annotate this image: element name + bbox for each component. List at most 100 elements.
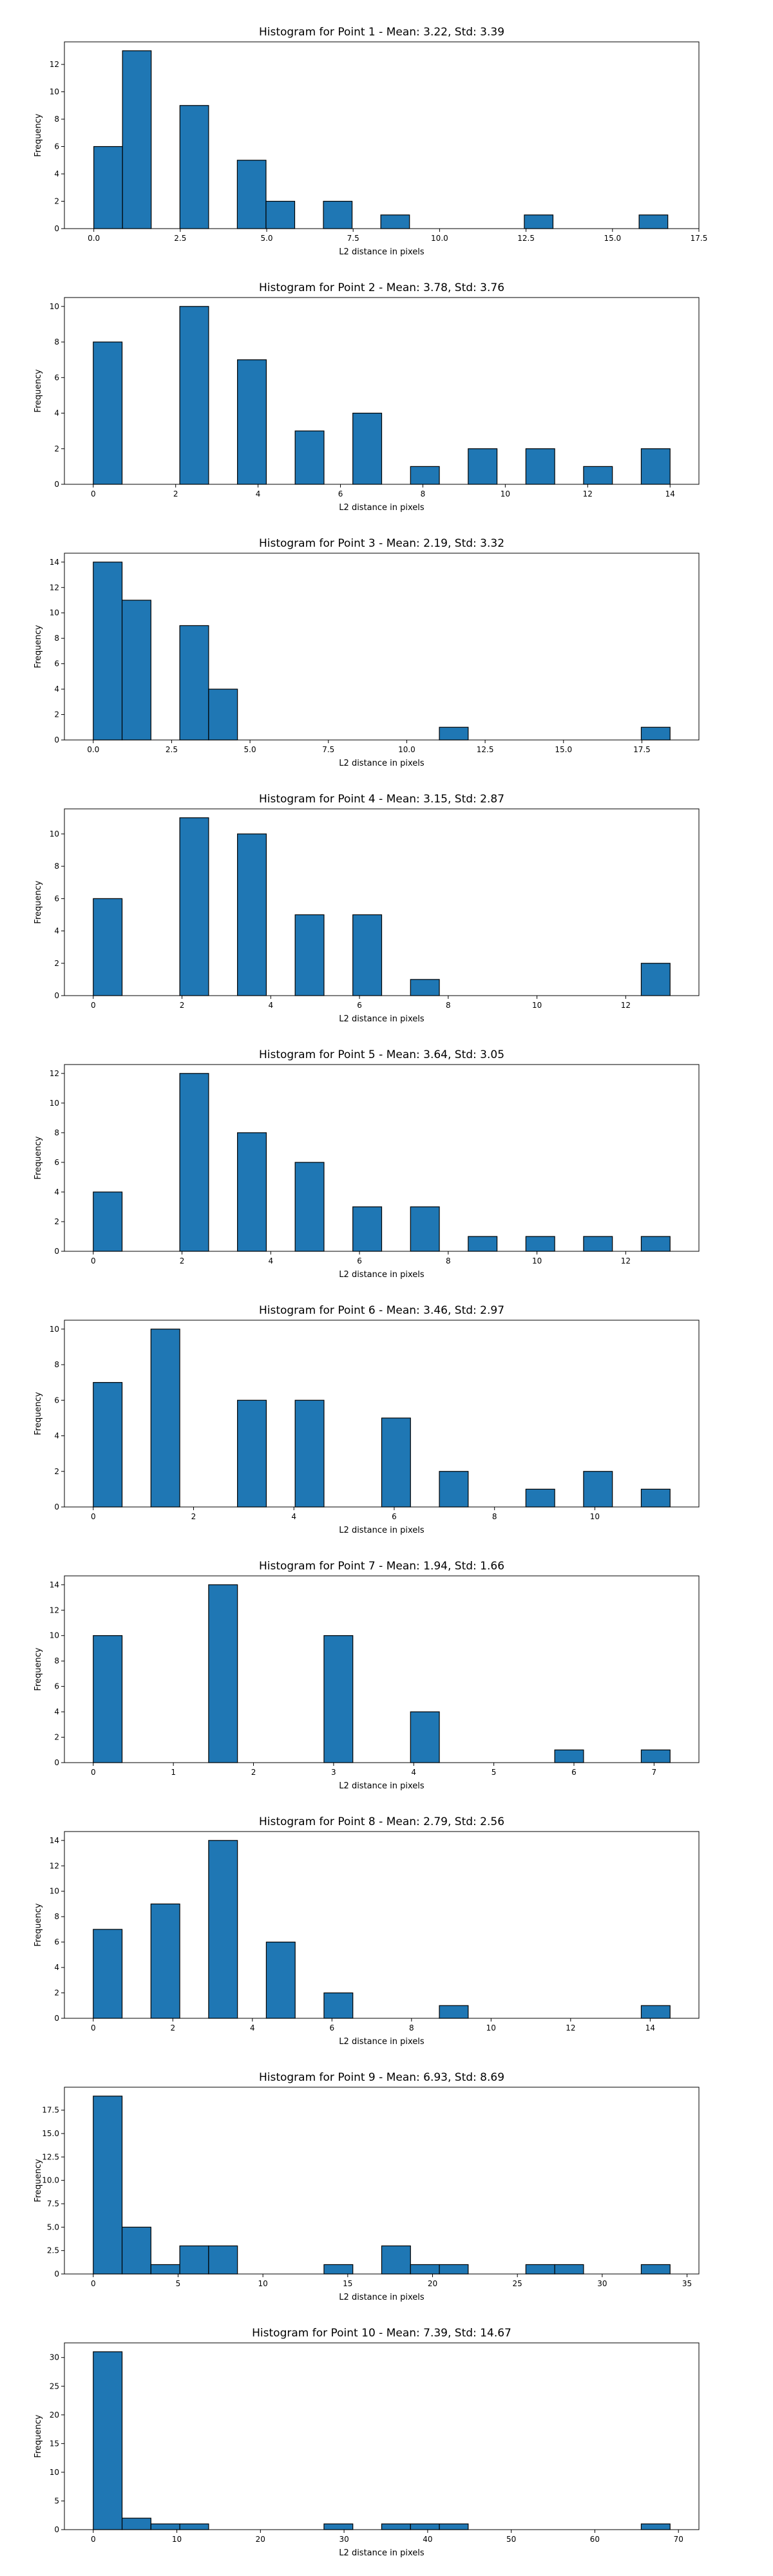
plot-frame (64, 297, 700, 485)
histogram-bar (121, 2226, 151, 2275)
chart-8: Histogram for Point 8 - Mean: 2.79, Std:… (33, 1815, 700, 2047)
chart-5: Histogram for Point 5 - Mean: 3.64, Std:… (33, 1048, 700, 1280)
histogram-bar (237, 359, 267, 485)
histogram-bar (439, 2523, 469, 2530)
x-tick-label: 8 (421, 489, 426, 498)
x-tick-label: 6 (329, 2023, 334, 2032)
x-tick-label: 30 (339, 2535, 348, 2544)
y-tick-label: 2 (54, 1733, 59, 1742)
chart-title: Histogram for Point 5 - Mean: 3.64, Std:… (259, 1048, 504, 1061)
y-tick-label: 2 (54, 197, 59, 206)
x-tick-label: 2 (173, 489, 178, 498)
y-tick-label: 2 (54, 1989, 59, 1998)
histogram-bar (554, 1749, 584, 1763)
x-tick-label: 10 (501, 489, 510, 498)
y-tick-label: 2 (54, 444, 59, 453)
x-tick-label: 12 (583, 489, 593, 498)
histogram-bar (524, 214, 554, 229)
x-tick-label: 2.5 (174, 234, 186, 243)
chart-title: Histogram for Point 3 - Mean: 2.19, Std:… (259, 537, 504, 550)
plot-frame (64, 1064, 700, 1252)
y-tick-label: 20 (50, 2410, 59, 2420)
y-tick-label: 0 (54, 991, 59, 1000)
x-tick-label: 15 (343, 2279, 352, 2288)
x-tick-label: 4 (250, 2023, 255, 2032)
histogram-bar (410, 1206, 440, 1252)
y-tick-label: 8 (54, 1128, 59, 1137)
x-tick-label: 0 (91, 2279, 96, 2288)
x-axis-label: L2 distance in pixels (339, 759, 425, 768)
x-tick-label: 12 (566, 2023, 575, 2032)
y-tick-label: 10.0 (42, 2176, 59, 2185)
chart-10: Histogram for Point 10 - Mean: 7.39, Std… (33, 2327, 700, 2558)
histogram-bar (236, 160, 267, 229)
y-tick-label: 10 (50, 1631, 59, 1640)
histogram-bar (640, 1488, 671, 1508)
chart-6: Histogram for Point 6 - Mean: 3.46, Std:… (33, 1304, 700, 1535)
plot-frame (64, 1575, 700, 1763)
x-tick-label: 0 (91, 1256, 96, 1265)
x-axis-label: L2 distance in pixels (339, 1014, 425, 1024)
plot-frame (64, 553, 700, 741)
y-tick-label: 2 (54, 1217, 59, 1226)
y-tick-label: 6 (54, 1682, 59, 1691)
x-tick-label: 50 (506, 2535, 516, 2544)
x-tick-label: 0 (91, 2535, 96, 2544)
histogram-bar (93, 1191, 123, 1252)
chart-3: Histogram for Point 3 - Mean: 2.19, Std:… (33, 537, 700, 768)
y-tick-label: 0 (54, 480, 59, 489)
x-tick-label: 10 (486, 2023, 496, 2032)
histogram-bar (468, 1236, 498, 1252)
x-tick-label: 6 (392, 1512, 397, 1521)
x-tick-label: 4 (268, 1256, 273, 1265)
x-tick-label: 30 (597, 2279, 607, 2288)
y-tick-label: 0 (54, 2269, 59, 2278)
histogram-bar (150, 2523, 180, 2530)
y-axis-label: Frequency (33, 369, 43, 412)
x-tick-label: 2 (251, 1768, 256, 1777)
histogram-bar (410, 2523, 440, 2530)
histogram-bar (410, 466, 440, 485)
x-tick-label: 2 (191, 1512, 196, 1521)
x-tick-label: 10 (532, 1256, 542, 1265)
x-tick-label: 5 (491, 1768, 497, 1777)
histogram-bar (640, 448, 671, 485)
y-tick-label: 17.5 (42, 2106, 59, 2115)
x-tick-label: 0.0 (88, 234, 100, 243)
x-tick-label: 70 (674, 2535, 683, 2544)
y-tick-label: 0 (54, 735, 59, 744)
chart-title: Histogram for Point 4 - Mean: 3.15, Std:… (259, 793, 504, 806)
histogram-bar (179, 306, 209, 485)
histogram-bar (352, 1206, 383, 1252)
plot-frame (64, 1831, 700, 2019)
chart-title: Histogram for Point 7 - Mean: 1.94, Std:… (259, 1560, 504, 1573)
x-tick-label: 12 (621, 1256, 631, 1265)
histogram-bar (208, 688, 238, 741)
y-axis-label: Frequency (33, 1136, 43, 1179)
x-tick-label: 0.0 (87, 745, 99, 754)
plot-frame (64, 2342, 700, 2530)
x-tick-label: 20 (428, 2279, 437, 2288)
x-tick-label: 8 (492, 1512, 497, 1521)
chart-2: Histogram for Point 2 - Mean: 3.78, Std:… (33, 281, 700, 513)
y-tick-label: 4 (54, 1707, 59, 1716)
x-tick-label: 4 (268, 1001, 273, 1010)
histogram-bar (640, 2264, 671, 2275)
x-tick-label: 14 (665, 489, 675, 498)
y-tick-label: 10 (50, 1325, 59, 1334)
x-tick-label: 4 (411, 1768, 416, 1777)
y-tick-label: 10 (50, 1099, 59, 1108)
y-tick-label: 2 (54, 959, 59, 968)
x-tick-label: 8 (446, 1001, 451, 1010)
x-axis-label: L2 distance in pixels (339, 1781, 425, 1791)
histogram-bar (237, 1132, 267, 1252)
x-axis-label: L2 distance in pixels (339, 503, 425, 513)
x-tick-label: 0 (91, 1001, 96, 1010)
y-tick-label: 15.0 (42, 2129, 59, 2138)
y-axis-label: Frequency (33, 625, 43, 668)
y-tick-label: 4 (54, 169, 59, 178)
x-tick-label: 12.5 (477, 745, 494, 754)
histogram-bar (525, 2264, 555, 2275)
y-tick-label: 8 (54, 1656, 59, 1665)
